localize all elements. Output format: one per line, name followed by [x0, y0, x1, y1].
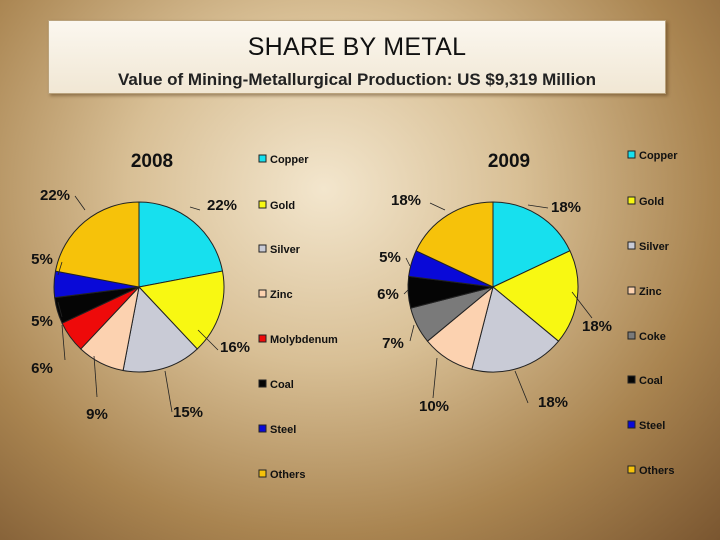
legend-swatch: [627, 465, 636, 474]
leader-line: [409, 324, 415, 342]
legend-swatch: [258, 334, 267, 343]
legend-swatch: [258, 469, 267, 478]
percent-label-zinc: 9%: [86, 406, 108, 423]
legend-label-gold: Gold: [639, 196, 664, 208]
pie-slice-others: [415, 201, 494, 288]
leader-line: [403, 289, 409, 295]
leader-line: [189, 206, 201, 211]
pie-slice-gold: [138, 270, 225, 350]
legend-label-gold: Gold: [270, 200, 295, 212]
pie-title: 2008: [131, 151, 173, 172]
pie-slice-others: [54, 201, 140, 288]
leader-line: [429, 202, 446, 211]
leader-line: [61, 324, 66, 361]
leader-line: [57, 301, 63, 318]
legend-label-zinc: Zinc: [270, 289, 293, 301]
percent-label-gold: 18%: [582, 318, 612, 335]
percent-label-zinc: 10%: [419, 398, 449, 415]
pie-slice-silver: [471, 286, 560, 373]
pie-slice-gold: [492, 250, 579, 342]
leader-line: [514, 370, 529, 404]
legend-swatch: [258, 289, 267, 298]
pie-slice-copper: [138, 201, 224, 288]
legend-label-steel: Steel: [639, 420, 665, 432]
legend-swatch: [627, 241, 636, 250]
percent-label-others: 18%: [391, 192, 421, 209]
percent-label-copper: 22%: [207, 197, 237, 214]
legend-swatch: [258, 200, 267, 209]
leader-line: [164, 370, 173, 413]
legend-label-coke: Coke: [639, 331, 666, 343]
pie-title: 2009: [488, 151, 530, 172]
legend-swatch: [258, 424, 267, 433]
leader-line: [432, 357, 438, 399]
percent-label-silver: 15%: [173, 404, 203, 421]
legend-swatch: [258, 154, 267, 163]
legend-swatch: [627, 196, 636, 205]
legend-label-coal: Coal: [639, 375, 663, 387]
legend-label-zinc: Zinc: [639, 286, 662, 298]
legend-label-silver: Silver: [270, 244, 301, 256]
percent-label-steel: 5%: [31, 251, 53, 268]
pie-chart-2009: 2009 18% 18% 18% 10% 7% 6% 5% 18% Copper Gold Silve…: [377, 150, 678, 477]
legend-label-molybdenum: Molybdenum: [270, 334, 338, 346]
percent-label-others: 22%: [40, 187, 70, 204]
pie-slice-silver: [122, 285, 198, 373]
legend-label-steel: Steel: [270, 424, 296, 436]
legend-swatch: [627, 375, 636, 384]
legend-label-silver: Silver: [639, 241, 670, 253]
legend-label-others: Others: [270, 469, 305, 481]
percent-label-copper: 18%: [551, 199, 581, 216]
percent-label-gold: 16%: [220, 339, 250, 356]
slide-title: SHARE BY METAL: [247, 33, 467, 61]
legend-swatch: [258, 379, 267, 388]
pie-slice-copper: [492, 201, 571, 288]
percent-label-silver: 18%: [538, 394, 568, 411]
percent-label-coal: 5%: [31, 313, 53, 330]
pie-chart-2008: 2008 22% 16% 15% 9% 6% 5% 5% 22% Copper Gold Silver…: [31, 151, 338, 481]
legend-swatch: [258, 244, 267, 253]
legend-swatch: [627, 286, 636, 295]
percent-label-coal: 6%: [377, 286, 399, 303]
leader-line: [57, 261, 63, 276]
title-box: SHARE BY METAL Value of Mining-Metallurg…: [48, 20, 666, 94]
leader-line: [405, 257, 411, 267]
legend-label-copper: Copper: [270, 154, 309, 166]
legend-swatch: [627, 420, 636, 429]
leader-line: [74, 195, 86, 211]
leader-line: [571, 291, 593, 319]
slide-subtitle: Value of Mining-Metallurgical Production…: [118, 70, 596, 89]
legend-label-others: Others: [639, 465, 674, 477]
leader-line: [93, 355, 98, 398]
legend-swatch: [627, 331, 636, 340]
percent-label-molybdenum: 6%: [31, 360, 53, 377]
legend-swatch: [627, 150, 636, 159]
leader-line: [527, 204, 549, 209]
percent-label-coke: 7%: [382, 335, 404, 352]
leader-line: [197, 329, 219, 351]
legend-label-coal: Coal: [270, 379, 294, 391]
legend-label-copper: Copper: [639, 150, 678, 162]
percent-label-steel: 5%: [379, 249, 401, 266]
